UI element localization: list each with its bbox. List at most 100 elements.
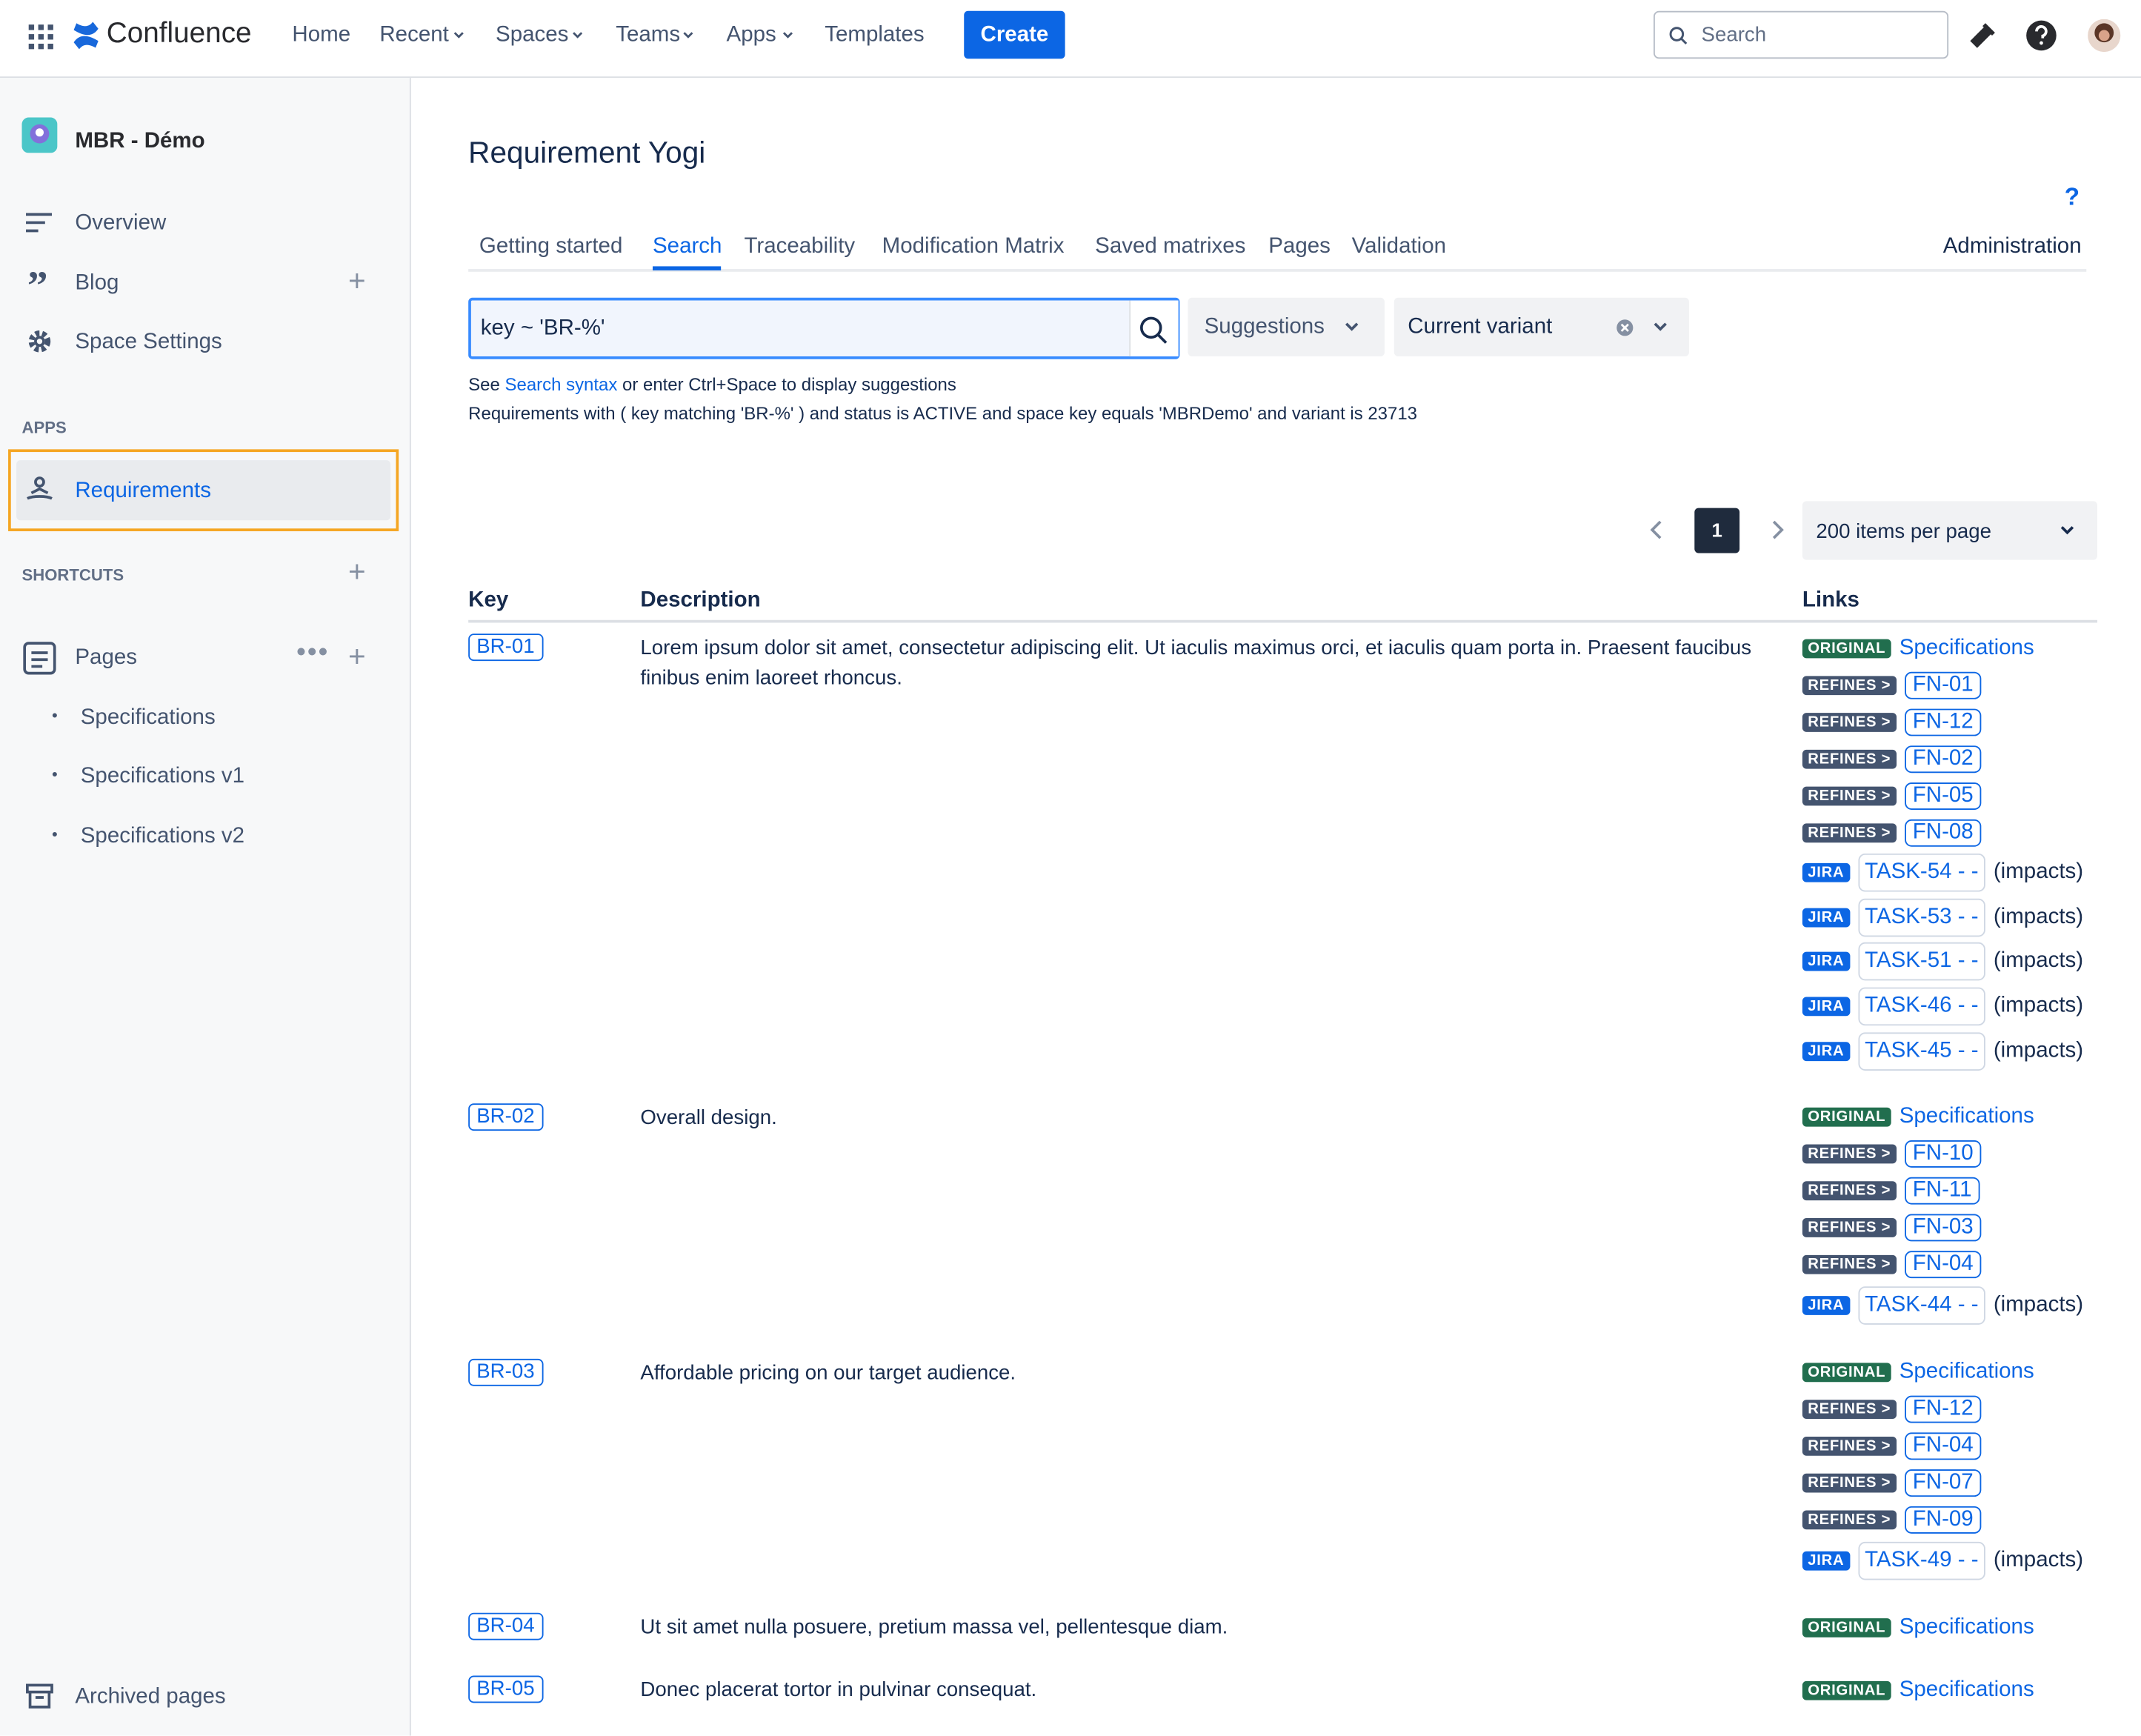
create-button[interactable]: Create bbox=[964, 11, 1065, 59]
tab[interactable]: Validation bbox=[1352, 235, 1446, 259]
tab[interactable]: Saved matrixes bbox=[1095, 235, 1245, 259]
add-icon[interactable]: + bbox=[348, 264, 366, 299]
search-button[interactable] bbox=[1129, 300, 1178, 356]
next-page[interactable] bbox=[1768, 519, 1788, 540]
suggestions-dropdown[interactable]: Suggestions bbox=[1188, 298, 1385, 356]
link-target[interactable]: FN-12 bbox=[1905, 1396, 1982, 1423]
link-target[interactable]: TASK-44 - - bbox=[1858, 1287, 1985, 1326]
requirement-key[interactable]: BR-04 bbox=[468, 1613, 543, 1640]
sidebar-item[interactable]: Blog bbox=[75, 272, 119, 296]
product-name[interactable]: Confluence bbox=[107, 18, 252, 50]
link-target[interactable]: Specifications bbox=[1899, 1360, 2034, 1385]
more-icon[interactable]: ••• bbox=[296, 638, 329, 669]
syntax-link[interactable]: Search syntax bbox=[505, 374, 618, 395]
tab-active[interactable]: Search bbox=[653, 235, 722, 259]
tab[interactable]: Pages bbox=[1268, 235, 1331, 259]
requirement-key[interactable]: BR-01 bbox=[468, 633, 543, 661]
link-target[interactable]: FN-04 bbox=[1905, 1433, 1982, 1460]
link-target[interactable]: TASK-46 - - bbox=[1858, 988, 1985, 1026]
requirement-key[interactable]: BR-02 bbox=[468, 1103, 543, 1131]
add-icon[interactable]: + bbox=[348, 554, 366, 590]
help-icon[interactable] bbox=[2025, 19, 2057, 52]
sidebar-app[interactable]: Requirements bbox=[75, 479, 211, 504]
requirement-key[interactable]: BR-05 bbox=[468, 1676, 543, 1703]
page-title: Requirement Yogi bbox=[468, 135, 705, 170]
requirement-key[interactable]: BR-03 bbox=[468, 1358, 543, 1386]
tab[interactable]: Getting started bbox=[479, 235, 622, 259]
sidebar-item[interactable]: Pages bbox=[75, 646, 137, 671]
link-target[interactable]: FN-10 bbox=[1905, 1141, 1982, 1168]
sidebar-item[interactable]: Space Settings bbox=[75, 330, 222, 355]
table-row: BR-06Lorem ipsum dolor sit amet, consect… bbox=[468, 1728, 2097, 1736]
page-link[interactable]: Specifications v2 bbox=[81, 825, 244, 849]
nav-item[interactable]: Recent bbox=[379, 23, 448, 47]
link-target[interactable]: FN-12 bbox=[1905, 708, 1982, 736]
link-target[interactable]: Specifications bbox=[1899, 1678, 2034, 1703]
prev-page[interactable] bbox=[1647, 519, 1666, 540]
link-badge: ORIGINAL bbox=[1802, 1363, 1891, 1383]
sidebar-item[interactable]: Overview bbox=[75, 212, 166, 236]
link-badge: REFINES > bbox=[1802, 1474, 1897, 1493]
links-cell: ORIGINALSpecificationsREFINES >FN-12REFI… bbox=[1802, 1354, 2097, 1583]
link-target[interactable]: FN-02 bbox=[1905, 745, 1982, 772]
link-badge: REFINES > bbox=[1802, 1400, 1897, 1419]
add-icon[interactable]: + bbox=[348, 639, 366, 675]
variant-dropdown[interactable]: Current variant bbox=[1394, 298, 1689, 356]
avatar[interactable] bbox=[2088, 19, 2120, 52]
tab[interactable]: Traceability bbox=[744, 235, 855, 259]
page-link[interactable]: Specifications bbox=[81, 706, 216, 731]
current-page[interactable]: 1 bbox=[1694, 508, 1739, 553]
link-target[interactable]: TASK-49 - - bbox=[1858, 1542, 1985, 1580]
tab-underline bbox=[653, 266, 721, 270]
table-row: BR-02Overall design.ORIGINALSpecificatio… bbox=[468, 1092, 2097, 1347]
query-input[interactable]: key ~ 'BR-%' bbox=[468, 298, 1179, 359]
logo[interactable] bbox=[71, 21, 101, 51]
table-row: BR-03Affordable pricing on our target au… bbox=[468, 1347, 2097, 1602]
nav-item[interactable]: Templates bbox=[825, 23, 924, 47]
link: JIRATASK-53 - -(impacts) bbox=[1802, 895, 2097, 939]
link-target[interactable]: TASK-54 - - bbox=[1858, 854, 1985, 892]
link: REFINES >FN-01 bbox=[1802, 666, 2097, 703]
page-link[interactable]: Specifications v1 bbox=[81, 765, 244, 789]
chevron bbox=[1652, 321, 1668, 334]
requirements-icon bbox=[24, 474, 55, 505]
link: REFINES >FN-12 bbox=[1802, 703, 2097, 740]
link-target[interactable]: Specifications bbox=[1899, 1615, 2034, 1640]
link: REFINES >FN-08 bbox=[1802, 814, 2097, 851]
link-note: (impacts) bbox=[1994, 950, 2083, 974]
space-name[interactable]: MBR - Démo bbox=[75, 130, 204, 154]
link-target[interactable]: FN-05 bbox=[1905, 782, 1982, 809]
link: JIRATASK-49 - -(impacts) bbox=[1802, 1538, 2097, 1583]
link-target[interactable]: Specifications bbox=[1899, 1105, 2034, 1130]
link-note: (impacts) bbox=[1994, 994, 2083, 1019]
link-target[interactable]: FN-09 bbox=[1905, 1506, 1982, 1534]
tab[interactable]: Modification Matrix bbox=[882, 235, 1065, 259]
help-link[interactable]: ? bbox=[2065, 183, 2080, 212]
link-target[interactable]: FN-08 bbox=[1905, 819, 1982, 846]
link-target[interactable]: Specifications bbox=[1899, 636, 2034, 660]
link-badge: REFINES > bbox=[1802, 1182, 1897, 1201]
nav-item[interactable]: Home bbox=[292, 23, 350, 47]
link: ORIGINAL Specifications bbox=[1802, 1354, 2097, 1391]
link-target[interactable]: FN-01 bbox=[1905, 671, 1982, 699]
link-target[interactable]: TASK-45 - - bbox=[1858, 1032, 1985, 1071]
nav-item[interactable]: Apps bbox=[727, 23, 776, 47]
link: REFINES > FN-07 bbox=[1802, 1465, 2097, 1502]
search-box[interactable]: Search bbox=[1654, 11, 1948, 59]
notifications[interactable] bbox=[1968, 21, 1998, 51]
clear-icon[interactable] bbox=[1615, 318, 1634, 337]
link: JIRATASK-54 - -(impacts) bbox=[1802, 851, 2097, 895]
tab[interactable]: Administration bbox=[1943, 235, 2082, 259]
query-summary: Requirements with ( key matching 'BR-%' … bbox=[468, 403, 1417, 424]
search-icon bbox=[1139, 316, 1169, 346]
link-target[interactable]: FN-03 bbox=[1905, 1214, 1982, 1242]
page-size-dropdown[interactable]: 200 items per page bbox=[1802, 501, 2097, 559]
app-switcher[interactable] bbox=[27, 23, 55, 50]
link-target[interactable]: FN-11 bbox=[1905, 1178, 1980, 1205]
link-target[interactable]: FN-07 bbox=[1905, 1469, 1982, 1497]
link-target[interactable]: TASK-51 - - bbox=[1858, 943, 1985, 982]
link-target[interactable]: TASK-53 - - bbox=[1858, 899, 1985, 937]
link-target[interactable]: FN-04 bbox=[1905, 1251, 1982, 1279]
dropdown-label: Suggestions bbox=[1205, 316, 1325, 340]
sidebar-item[interactable]: Archived pages bbox=[75, 1685, 225, 1709]
